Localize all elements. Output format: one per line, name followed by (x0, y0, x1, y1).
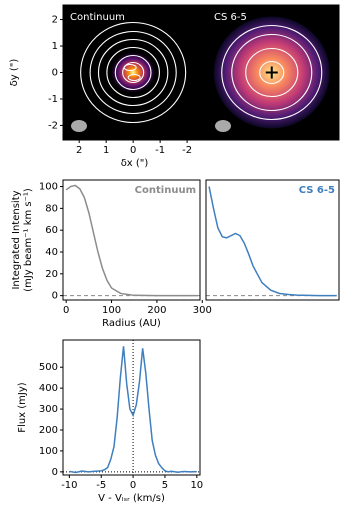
y-tick-label: 0 (52, 68, 58, 79)
x-axis-label: Radius (AU) (102, 318, 161, 329)
contour (259, 60, 285, 85)
y-axis-label: (mJy beam⁻¹ km s⁻¹) (23, 188, 34, 292)
y-tick-label: 200 (39, 425, 58, 436)
data-line (65, 184, 198, 297)
center-marker (265, 66, 278, 79)
x-tick-label: 100 (102, 305, 121, 316)
x-tick-label: 0 (130, 480, 136, 491)
plot-area (206, 180, 339, 300)
emission (111, 52, 156, 93)
contour (127, 74, 141, 81)
y-tick-label: 80 (45, 203, 58, 214)
x-tick-label: 5 (162, 480, 168, 491)
contour (89, 30, 177, 115)
x-tick-label: -5 (96, 480, 106, 491)
y-tick-label: 100 (39, 446, 58, 457)
y-tick-label: 60 (45, 225, 58, 236)
frame (206, 4, 340, 141)
contour (97, 38, 169, 107)
panel-title: CS 6-5 (299, 185, 335, 196)
x-tick-label: 0 (63, 305, 69, 316)
y-tick-label: 300 (39, 404, 58, 415)
contour (114, 54, 152, 91)
x-tick-label: 2 (76, 145, 82, 156)
x-tick-label: -2 (182, 145, 192, 156)
data-line (208, 186, 337, 297)
panel-title: Continuum (135, 185, 196, 196)
y-tick-label: -2 (48, 120, 58, 131)
x-axis-label: V - Vₗₛᵣ (km/s) (98, 493, 165, 504)
x-tick-label: 0 (130, 145, 136, 156)
x-tick-label: 200 (147, 305, 166, 316)
x-tick-label: -1 (155, 145, 165, 156)
contour (106, 46, 160, 99)
frame (62, 339, 201, 476)
x-tick-label: 1 (103, 145, 109, 156)
contour (122, 61, 145, 84)
y-tick-label: 1 (52, 41, 58, 52)
frame (205, 179, 340, 301)
y-axis-label: Integrated Intensity (11, 190, 22, 289)
y-tick-label: 500 (39, 362, 58, 373)
y-axis-label: Flux (mJy) (17, 382, 28, 432)
plot-area (63, 340, 200, 475)
y-tick-label: -1 (48, 94, 58, 105)
y-tick-label: 0 (52, 467, 58, 478)
contour (123, 64, 137, 71)
contour (221, 24, 323, 121)
y-tick-label: 20 (45, 269, 58, 280)
contour (231, 33, 313, 112)
y-tick-label: 40 (45, 247, 58, 258)
plot-area (63, 180, 200, 300)
panel-title: Continuum (70, 12, 125, 23)
x-tick-label: 10 (190, 480, 203, 491)
y-tick-label: 2 (52, 15, 58, 26)
beam (215, 120, 231, 132)
x-tick-label: -10 (61, 480, 77, 491)
y-tick-label: 0 (52, 291, 58, 302)
x-tick-label: 300 (193, 305, 212, 316)
panel-title: CS 6-5 (214, 12, 247, 23)
frame (62, 179, 201, 301)
y-tick-label: 400 (39, 383, 58, 394)
contour (80, 21, 187, 124)
contour (245, 47, 299, 98)
y-tick-label: 100 (39, 182, 58, 193)
data-line (69, 346, 197, 474)
beam (71, 120, 87, 132)
y-axis-label: δy (") (9, 59, 20, 87)
x-axis-label: δx (") (121, 158, 149, 169)
